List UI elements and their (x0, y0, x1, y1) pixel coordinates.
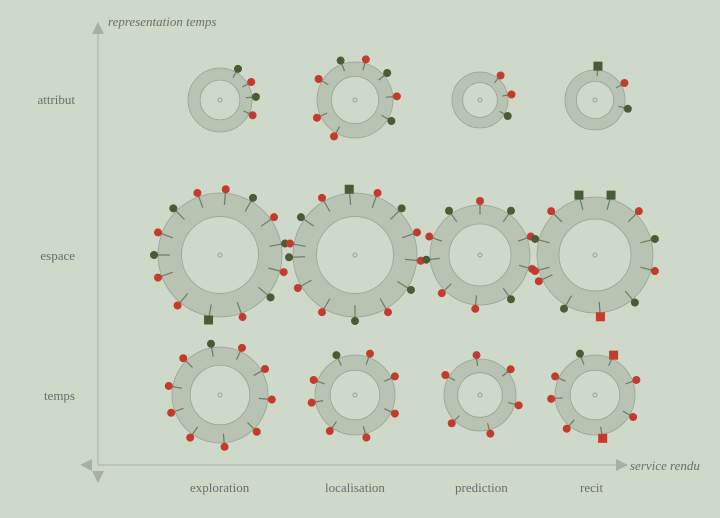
y-axis-title: representation temps (108, 14, 216, 30)
row-label-espace: espace (20, 248, 75, 264)
glyph-attribut-prediction (452, 71, 516, 128)
col-label-localisation: localisation (325, 480, 385, 496)
x-axis-title: service rendu (630, 458, 700, 474)
col-label-exploration: exploration (190, 480, 249, 496)
glyph-temps-localisation (308, 350, 399, 442)
glyph-temps-prediction (441, 351, 522, 437)
glyph-attribut-localisation (313, 55, 401, 140)
col-label-prediction: prediction (455, 480, 508, 496)
glyph-temps-exploration (165, 340, 276, 451)
col-label-recit: recit (580, 480, 603, 496)
glyph-temps-recit (547, 350, 640, 443)
diagram-canvas (0, 0, 720, 518)
row-label-temps: temps (20, 388, 75, 404)
row-label-attribut: attribut (20, 92, 75, 108)
glyph-attribut-exploration (188, 65, 260, 132)
glyph-espace-recit (531, 191, 659, 322)
glyph-espace-exploration (150, 185, 289, 324)
glyph-attribut-recit (565, 62, 632, 130)
glyph-espace-prediction (422, 197, 536, 313)
glyph-espace-localisation (285, 185, 425, 325)
